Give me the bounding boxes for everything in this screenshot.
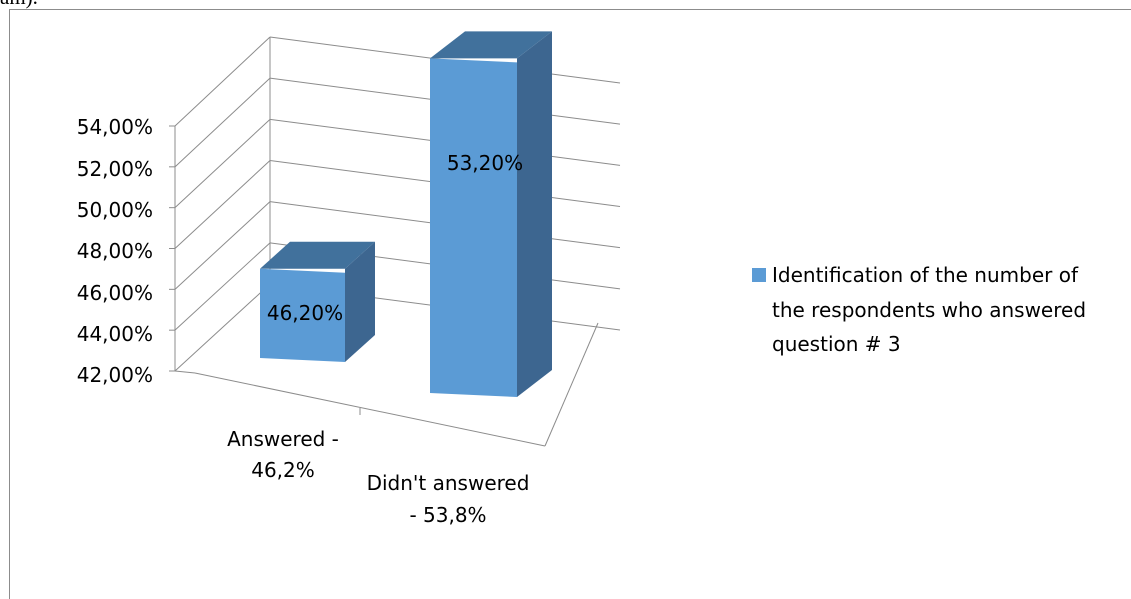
bar-didnt-answered (430, 31, 552, 398)
y-tick-label: 50,00% (77, 198, 153, 222)
chart-walls (169, 36, 621, 447)
grid-line-depth (174, 77, 271, 168)
x-axis-categories: Answered - 46,2% Didn't answered - 53,8% (227, 427, 529, 527)
y-tick-label: 52,00% (77, 157, 153, 181)
grid-line-depth (174, 118, 271, 209)
bars (260, 31, 552, 398)
y-tick-label: 44,00% (77, 322, 153, 346)
data-label-answered: 46,20% (267, 301, 343, 325)
category-label-answered-line2: 46,2% (251, 458, 315, 482)
floor-front-edge (194, 372, 546, 447)
bar-front-face (430, 58, 517, 398)
category-label-didnt-line1: Didn't answered (367, 471, 530, 495)
y-axis-ticks: 54,00% 52,00% 50,00% 48,00% 46,00% 44,00… (77, 115, 153, 387)
category-label-didnt-line2: - 53,8% (409, 503, 486, 527)
data-labels: 46,20% 53,20% (267, 151, 523, 325)
chart-frame (9, 9, 1131, 599)
bar-answered (260, 241, 375, 362)
category-label-answered-line1: Answered - (227, 427, 339, 451)
y-tick-label: 48,00% (77, 239, 153, 263)
y-tick-label: 54,00% (77, 115, 153, 139)
bar-front-face (260, 268, 345, 362)
legend-swatch (752, 268, 766, 282)
y-tick-label: 42,00% (77, 363, 153, 387)
grid-line-depth (174, 36, 271, 127)
grid-line-depth (174, 283, 271, 372)
legend-label-line3: question # 3 (772, 332, 901, 356)
floor-left-edge (174, 370, 196, 374)
legend-label-line1: Identification of the number of (772, 263, 1079, 287)
document-text-fragment: am). (0, 0, 38, 10)
legend: Identification of the number of the resp… (752, 263, 1086, 356)
grid-line-depth (174, 242, 271, 331)
bar-side-face (345, 241, 375, 362)
bar-top-face (430, 31, 552, 59)
bar-side-face (517, 31, 552, 398)
floor-right-edge (544, 322, 599, 447)
legend-label-line2: the respondents who answered (772, 298, 1086, 322)
grid-line-depth (174, 160, 271, 249)
bar-top-face (260, 241, 375, 269)
data-label-didnt-answered: 53,20% (447, 151, 523, 175)
grid-line-depth (174, 201, 271, 290)
y-tick-label: 46,00% (77, 281, 153, 305)
